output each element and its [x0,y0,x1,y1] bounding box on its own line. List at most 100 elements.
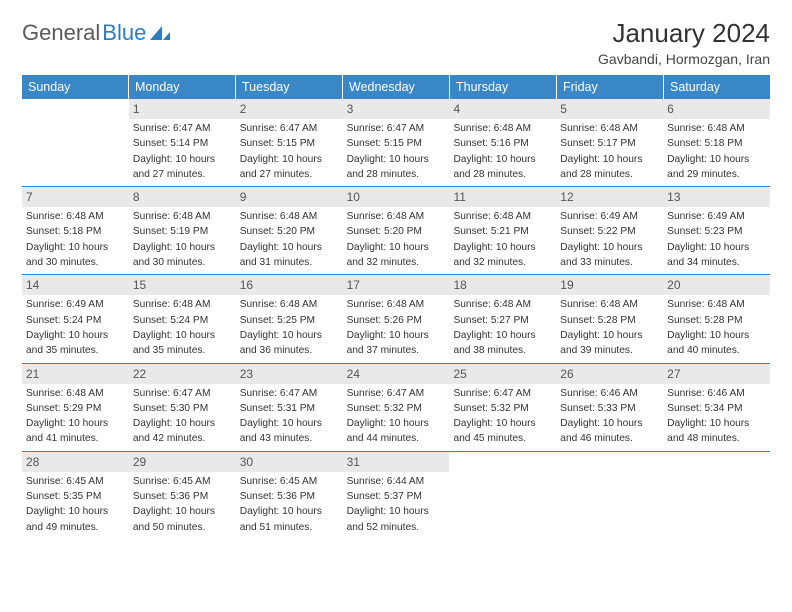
sunrise-text: Sunrise: 6:49 AM [560,209,659,224]
calendar-day: 29Sunrise: 6:45 AMSunset: 5:36 PMDayligh… [129,452,236,539]
sunset-text: Sunset: 5:26 PM [347,313,446,328]
calendar-day: 2Sunrise: 6:47 AMSunset: 5:15 PMDaylight… [236,99,343,186]
day-number: 31 [343,452,450,472]
daylight-text: Daylight: 10 hours and 36 minutes. [240,328,339,359]
calendar-week: 21Sunrise: 6:48 AMSunset: 5:29 PMDayligh… [22,364,770,452]
sunset-text: Sunset: 5:18 PM [667,136,766,151]
sunset-text: Sunset: 5:19 PM [133,224,232,239]
daylight-text: Daylight: 10 hours and 30 minutes. [26,240,125,271]
calendar-day: 4Sunrise: 6:48 AMSunset: 5:16 PMDaylight… [449,99,556,186]
sunrise-text: Sunrise: 6:44 AM [347,474,446,489]
day-number: 24 [343,364,450,384]
daylight-text: Daylight: 10 hours and 41 minutes. [26,416,125,447]
daylight-text: Daylight: 10 hours and 38 minutes. [453,328,552,359]
sunset-text: Sunset: 5:21 PM [453,224,552,239]
calendar-day: 27Sunrise: 6:46 AMSunset: 5:34 PMDayligh… [663,364,770,451]
calendar-week: 14Sunrise: 6:49 AMSunset: 5:24 PMDayligh… [22,275,770,363]
sunset-text: Sunset: 5:37 PM [347,489,446,504]
daylight-text: Daylight: 10 hours and 39 minutes. [560,328,659,359]
sunset-text: Sunset: 5:16 PM [453,136,552,151]
calendar-day: 7Sunrise: 6:48 AMSunset: 5:18 PMDaylight… [22,187,129,274]
day-number: 28 [22,452,129,472]
calendar-day: 15Sunrise: 6:48 AMSunset: 5:24 PMDayligh… [129,275,236,362]
calendar-day: 1Sunrise: 6:47 AMSunset: 5:14 PMDaylight… [129,99,236,186]
calendar-day: 6Sunrise: 6:48 AMSunset: 5:18 PMDaylight… [663,99,770,186]
calendar-day: 3Sunrise: 6:47 AMSunset: 5:15 PMDaylight… [343,99,450,186]
daylight-text: Daylight: 10 hours and 34 minutes. [667,240,766,271]
sunrise-text: Sunrise: 6:48 AM [26,209,125,224]
sunrise-text: Sunrise: 6:48 AM [667,121,766,136]
sunset-text: Sunset: 5:15 PM [240,136,339,151]
sunrise-text: Sunrise: 6:47 AM [347,121,446,136]
calendar-day: 22Sunrise: 6:47 AMSunset: 5:30 PMDayligh… [129,364,236,451]
day-number: 14 [22,275,129,295]
sunset-text: Sunset: 5:32 PM [347,401,446,416]
sunset-text: Sunset: 5:34 PM [667,401,766,416]
daylight-text: Daylight: 10 hours and 31 minutes. [240,240,339,271]
day-number: 27 [663,364,770,384]
sunset-text: Sunset: 5:24 PM [26,313,125,328]
sunrise-text: Sunrise: 6:48 AM [560,121,659,136]
day-number: 26 [556,364,663,384]
daylight-text: Daylight: 10 hours and 32 minutes. [453,240,552,271]
daylight-text: Daylight: 10 hours and 28 minutes. [453,152,552,183]
day-number: 17 [343,275,450,295]
calendar-day: 20Sunrise: 6:48 AMSunset: 5:28 PMDayligh… [663,275,770,362]
calendar-week: 1Sunrise: 6:47 AMSunset: 5:14 PMDaylight… [22,99,770,187]
day-number: 21 [22,364,129,384]
daylight-text: Daylight: 10 hours and 28 minutes. [347,152,446,183]
sunrise-text: Sunrise: 6:48 AM [453,297,552,312]
sail-icon [148,24,172,42]
calendar-page: GeneralBlue January 2024 Gavbandi, Hormo… [0,0,792,549]
day-number: 20 [663,275,770,295]
calendar-week: 7Sunrise: 6:48 AMSunset: 5:18 PMDaylight… [22,187,770,275]
sunset-text: Sunset: 5:20 PM [240,224,339,239]
daylight-text: Daylight: 10 hours and 51 minutes. [240,504,339,535]
location-label: Gavbandi, Hormozgan, Iran [598,51,770,67]
sunrise-text: Sunrise: 6:48 AM [453,209,552,224]
logo-text-1: General [22,20,100,46]
day-number: 4 [449,99,556,119]
calendar-day [449,452,556,539]
weekday-header: Sunday [22,75,129,99]
daylight-text: Daylight: 10 hours and 44 minutes. [347,416,446,447]
calendar-week: 28Sunrise: 6:45 AMSunset: 5:35 PMDayligh… [22,452,770,539]
calendar-day [556,452,663,539]
calendar-day: 21 Sunrise: 6:48 AMSunset: 5:29 PMDayligh… [22,364,129,451]
calendar-day [663,452,770,539]
sunset-text: Sunset: 5:22 PM [560,224,659,239]
sunrise-text: Sunrise: 6:48 AM [347,297,446,312]
calendar-day: 12Sunrise: 6:49 AMSunset: 5:22 PMDayligh… [556,187,663,274]
sunset-text: Sunset: 5:25 PM [240,313,339,328]
daylight-text: Daylight: 10 hours and 28 minutes. [560,152,659,183]
sunset-text: Sunset: 5:18 PM [26,224,125,239]
daylight-text: Daylight: 10 hours and 33 minutes. [560,240,659,271]
sunrise-text: Sunrise: 6:48 AM [133,209,232,224]
sunrise-text: Sunrise: 6:48 AM [26,386,125,401]
day-number: 5 [556,99,663,119]
daylight-text: Daylight: 10 hours and 52 minutes. [347,504,446,535]
sunset-text: Sunset: 5:31 PM [240,401,339,416]
page-header: GeneralBlue January 2024 Gavbandi, Hormo… [22,18,770,67]
sunrise-text: Sunrise: 6:48 AM [240,297,339,312]
weekday-header: Wednesday [343,75,450,99]
weekday-header: Friday [557,75,664,99]
day-number: 11 [449,187,556,207]
calendar-day: 19Sunrise: 6:48 AMSunset: 5:28 PMDayligh… [556,275,663,362]
calendar-day: 14Sunrise: 6:49 AMSunset: 5:24 PMDayligh… [22,275,129,362]
calendar-day: 23Sunrise: 6:47 AMSunset: 5:31 PMDayligh… [236,364,343,451]
daylight-text: Daylight: 10 hours and 37 minutes. [347,328,446,359]
sunset-text: Sunset: 5:33 PM [560,401,659,416]
calendar-day: 18Sunrise: 6:48 AMSunset: 5:27 PMDayligh… [449,275,556,362]
sunrise-text: Sunrise: 6:48 AM [667,297,766,312]
sunset-text: Sunset: 5:29 PM [26,401,125,416]
sunset-text: Sunset: 5:36 PM [240,489,339,504]
sunset-text: Sunset: 5:36 PM [133,489,232,504]
daylight-text: Daylight: 10 hours and 32 minutes. [347,240,446,271]
weekday-header: Tuesday [236,75,343,99]
sunset-text: Sunset: 5:28 PM [667,313,766,328]
daylight-text: Daylight: 10 hours and 49 minutes. [26,504,125,535]
daylight-text: Daylight: 10 hours and 35 minutes. [26,328,125,359]
daylight-text: Daylight: 10 hours and 30 minutes. [133,240,232,271]
sunrise-text: Sunrise: 6:45 AM [240,474,339,489]
